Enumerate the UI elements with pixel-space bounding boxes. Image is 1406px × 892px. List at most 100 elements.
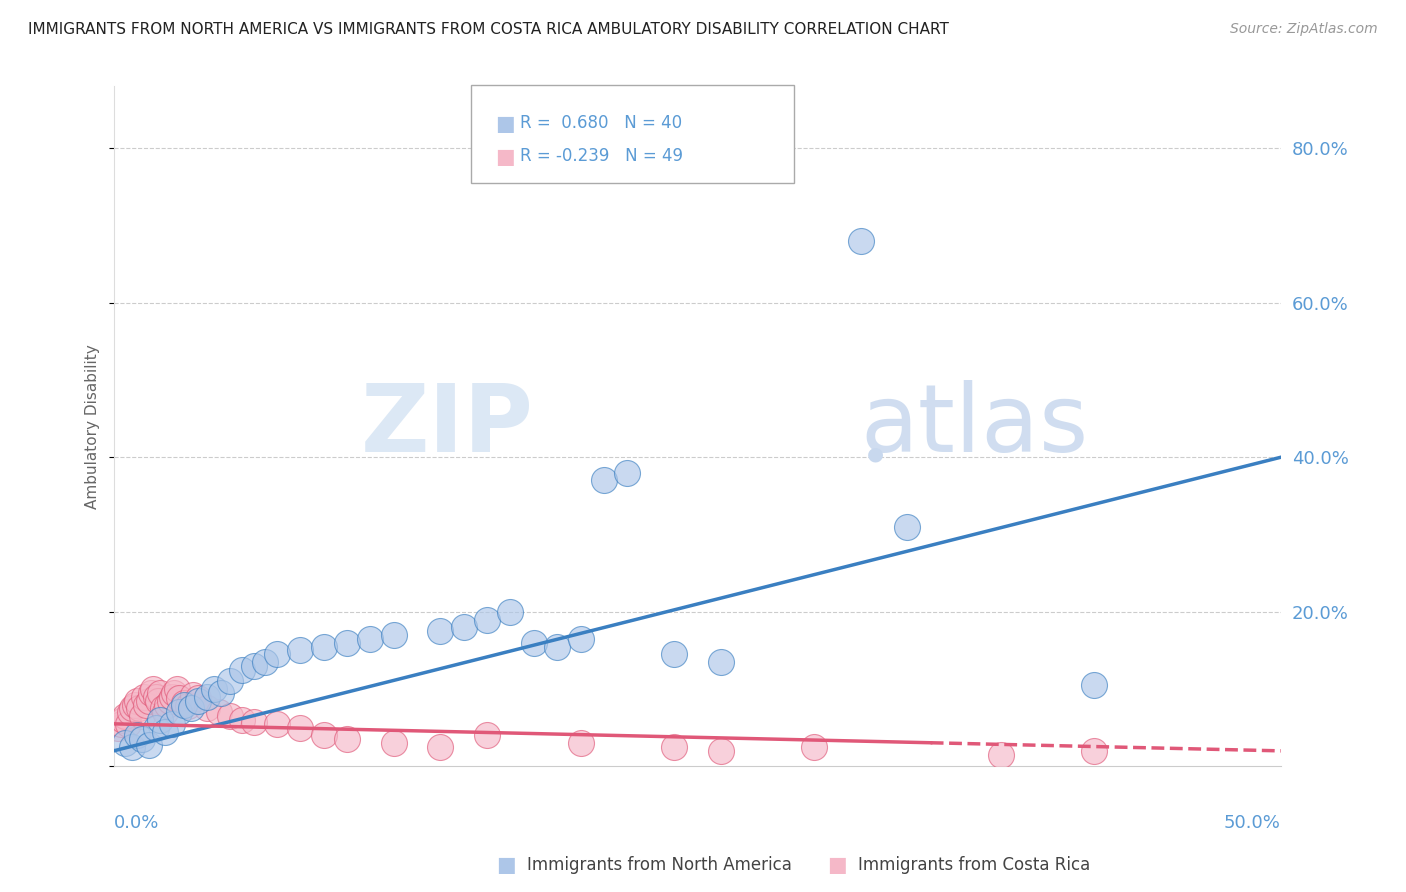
Point — [139, 686, 162, 700]
Text: ●: ● — [866, 444, 883, 463]
Text: IMMIGRANTS FROM NORTH AMERICA VS IMMIGRANTS FROM COSTA RICA AMBULATORY DISABILIT: IMMIGRANTS FROM NORTH AMERICA VS IMMIGRA… — [28, 22, 949, 37]
Point — [166, 681, 188, 696]
Point — [312, 640, 335, 654]
Point — [195, 690, 218, 704]
Point — [160, 716, 183, 731]
Point — [546, 640, 568, 654]
Point — [569, 736, 592, 750]
Point — [382, 736, 405, 750]
Point — [121, 701, 143, 715]
Point — [266, 648, 288, 662]
Point — [803, 739, 825, 754]
Point — [110, 716, 132, 731]
Point — [125, 693, 148, 707]
Point — [124, 698, 146, 712]
Point — [117, 716, 139, 731]
Point — [159, 693, 181, 707]
Point — [163, 686, 186, 700]
Text: ZIP: ZIP — [361, 380, 534, 473]
Point — [167, 691, 190, 706]
Text: atlas: atlas — [860, 380, 1088, 473]
Point — [149, 686, 172, 700]
Point — [149, 713, 172, 727]
Point — [142, 681, 165, 696]
Point — [153, 724, 176, 739]
Text: Immigrants from Costa Rica: Immigrants from Costa Rica — [858, 856, 1090, 874]
Point — [160, 690, 183, 704]
Point — [173, 696, 195, 710]
Text: ■: ■ — [496, 855, 516, 875]
Point — [453, 620, 475, 634]
Point — [219, 709, 242, 723]
Point — [135, 698, 157, 712]
Point — [114, 736, 136, 750]
Point — [181, 688, 204, 702]
Point — [180, 701, 202, 715]
Point — [710, 655, 733, 669]
Point — [145, 721, 167, 735]
Point — [146, 693, 169, 707]
Text: ■: ■ — [495, 114, 515, 134]
Point — [202, 681, 225, 696]
Point — [177, 699, 200, 714]
Text: R = -0.239   N = 49: R = -0.239 N = 49 — [520, 147, 683, 165]
Point — [209, 686, 232, 700]
Point — [173, 698, 195, 712]
Point — [359, 632, 381, 646]
Point — [710, 744, 733, 758]
Point — [1083, 744, 1105, 758]
Point — [592, 474, 614, 488]
Point — [111, 713, 134, 727]
Point — [121, 739, 143, 754]
Point — [131, 709, 153, 723]
Point — [336, 732, 359, 747]
Point — [145, 690, 167, 704]
Point — [131, 732, 153, 747]
Text: 50.0%: 50.0% — [1225, 814, 1281, 832]
Point — [152, 701, 174, 715]
Point — [128, 701, 150, 715]
Point — [231, 713, 253, 727]
Point — [990, 747, 1012, 762]
Point — [290, 721, 312, 735]
Point — [499, 605, 522, 619]
Point — [849, 234, 872, 248]
Point — [662, 739, 685, 754]
Point — [475, 728, 498, 742]
Point — [312, 728, 335, 742]
Point — [290, 643, 312, 657]
Point — [569, 632, 592, 646]
Point — [231, 663, 253, 677]
Point — [896, 520, 918, 534]
Point — [429, 739, 451, 754]
Point — [475, 613, 498, 627]
Point — [208, 705, 231, 719]
Point — [219, 674, 242, 689]
Point — [1083, 678, 1105, 692]
Y-axis label: Ambulatory Disability: Ambulatory Disability — [86, 344, 100, 508]
Point — [187, 691, 209, 706]
Point — [153, 705, 176, 719]
Point — [132, 690, 155, 704]
Text: ■: ■ — [827, 855, 846, 875]
Point — [114, 709, 136, 723]
Point — [195, 701, 218, 715]
Point — [138, 693, 160, 707]
Point — [242, 658, 264, 673]
Point — [523, 636, 546, 650]
Point — [429, 624, 451, 639]
Text: ■: ■ — [495, 147, 515, 167]
Point — [156, 698, 179, 712]
Point — [138, 738, 160, 752]
Text: Immigrants from North America: Immigrants from North America — [527, 856, 792, 874]
Text: R =  0.680   N = 40: R = 0.680 N = 40 — [520, 114, 682, 132]
Point — [336, 636, 359, 650]
Point — [107, 721, 129, 735]
Point — [125, 728, 148, 742]
Point — [118, 705, 141, 719]
Point — [616, 466, 638, 480]
Point — [382, 628, 405, 642]
Point — [266, 716, 288, 731]
Point — [254, 655, 277, 669]
Point — [662, 648, 685, 662]
